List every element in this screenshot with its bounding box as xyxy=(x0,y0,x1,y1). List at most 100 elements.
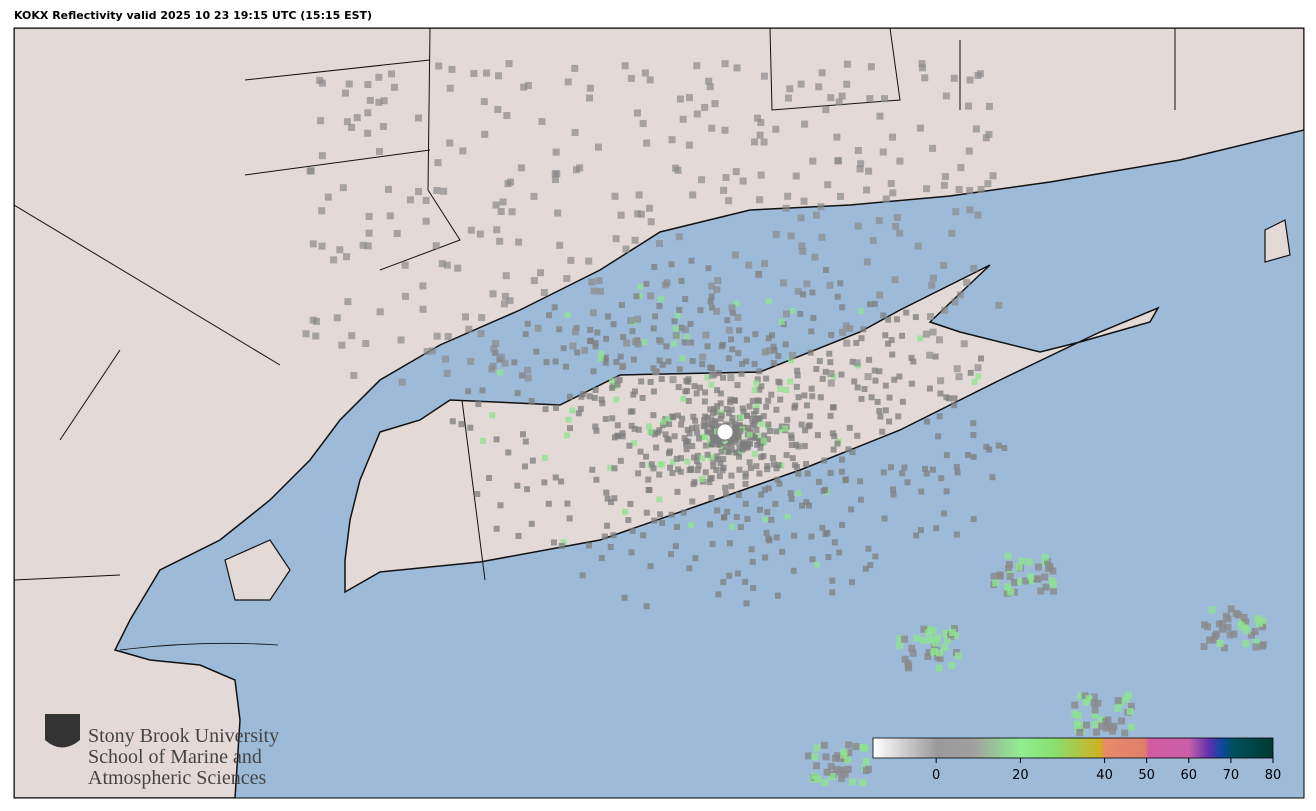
echo xyxy=(736,421,743,428)
echo xyxy=(628,422,635,429)
echo xyxy=(857,160,865,168)
echo xyxy=(684,458,691,465)
echo xyxy=(929,274,937,282)
echo xyxy=(887,464,894,471)
echo xyxy=(590,287,598,295)
echo xyxy=(564,500,571,507)
echo xyxy=(936,413,943,420)
echo xyxy=(671,433,678,440)
logo: Stony Brook University School of Marine … xyxy=(45,714,279,789)
echo xyxy=(861,386,868,393)
echo xyxy=(828,331,835,338)
echo xyxy=(415,114,423,122)
echo xyxy=(795,490,802,497)
echo xyxy=(745,443,752,450)
echo xyxy=(736,453,743,460)
echo xyxy=(704,428,711,435)
echo xyxy=(336,246,344,254)
echo xyxy=(614,376,622,384)
echo xyxy=(694,429,701,436)
echo xyxy=(1097,716,1105,724)
echo xyxy=(1082,698,1090,706)
echo xyxy=(318,152,326,160)
echo xyxy=(754,376,761,383)
echo xyxy=(1018,557,1026,565)
echo xyxy=(723,406,730,413)
echo xyxy=(1208,606,1216,614)
echo xyxy=(756,131,764,139)
echo xyxy=(1252,638,1260,646)
echo xyxy=(344,298,352,306)
echo xyxy=(753,403,760,410)
echo xyxy=(706,479,713,486)
echo xyxy=(849,358,856,365)
echo xyxy=(440,187,448,195)
echo xyxy=(728,523,735,530)
echo xyxy=(631,440,638,447)
echo xyxy=(753,407,760,414)
echo xyxy=(515,532,522,539)
echo xyxy=(1090,693,1098,701)
echo xyxy=(854,384,861,391)
echo xyxy=(760,138,768,146)
echo xyxy=(751,421,758,428)
echo xyxy=(773,406,780,413)
echo xyxy=(633,315,641,323)
echo xyxy=(896,229,904,237)
echo xyxy=(341,89,349,97)
echo xyxy=(345,80,353,88)
echo xyxy=(448,65,456,73)
echo xyxy=(586,94,594,102)
echo xyxy=(693,62,701,70)
echo xyxy=(822,368,829,375)
echo xyxy=(738,370,745,377)
echo xyxy=(978,355,985,362)
echo xyxy=(729,309,736,316)
echo xyxy=(669,414,676,421)
echo xyxy=(761,348,769,356)
echo xyxy=(1010,579,1018,587)
echo xyxy=(1044,558,1052,566)
echo xyxy=(685,398,692,405)
echo xyxy=(687,320,694,327)
echo xyxy=(708,282,716,290)
echo xyxy=(889,133,897,141)
echo xyxy=(375,148,383,156)
echo xyxy=(834,440,841,447)
echo xyxy=(833,133,841,141)
title: KOKX Reflectivity valid 2025 10 23 19:15… xyxy=(14,9,372,22)
echo xyxy=(564,312,571,319)
echo xyxy=(815,478,822,485)
echo xyxy=(765,421,772,428)
echo xyxy=(838,766,846,774)
echo xyxy=(893,316,900,323)
echo xyxy=(467,424,474,431)
echo xyxy=(719,467,726,474)
echo xyxy=(603,335,610,342)
echo xyxy=(659,361,666,368)
echo xyxy=(467,226,475,234)
echo xyxy=(797,80,805,88)
echo xyxy=(924,625,932,633)
echo xyxy=(558,542,565,549)
echo xyxy=(668,136,676,144)
echo xyxy=(695,462,702,469)
echo xyxy=(849,778,857,786)
echo xyxy=(722,443,729,450)
echo xyxy=(937,390,944,397)
echo xyxy=(627,317,635,325)
echo xyxy=(682,388,689,395)
echo xyxy=(1259,617,1267,625)
echo xyxy=(713,467,720,474)
echo xyxy=(734,449,741,456)
echo xyxy=(724,508,731,515)
echo xyxy=(1242,618,1250,626)
echo xyxy=(608,499,615,506)
echo xyxy=(899,398,906,405)
echo xyxy=(931,639,939,647)
echo xyxy=(434,159,442,167)
echo xyxy=(811,253,819,261)
echo xyxy=(764,463,771,470)
echo xyxy=(681,339,688,346)
